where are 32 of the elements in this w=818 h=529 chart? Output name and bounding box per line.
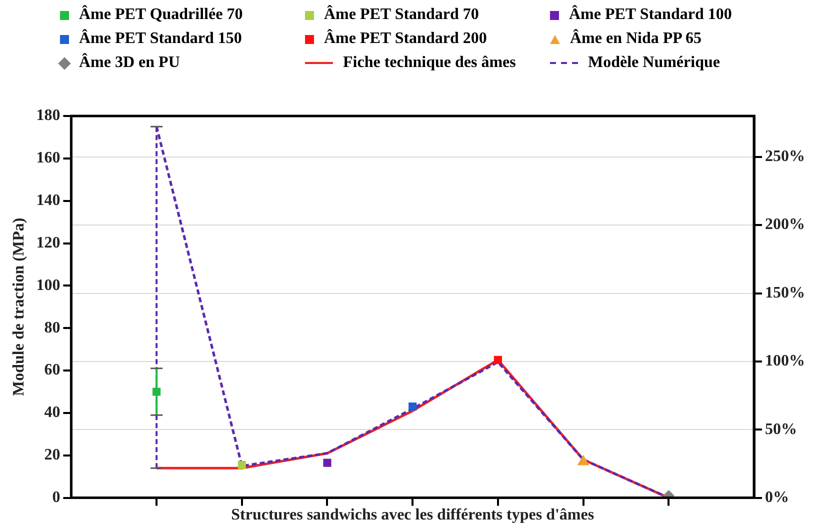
y2-tick-label: 100% xyxy=(765,352,805,370)
y-tick-label: 40 xyxy=(44,404,60,422)
y2-tick-label: 150% xyxy=(765,284,805,302)
y-tick-label: 140 xyxy=(36,192,60,209)
point xyxy=(238,460,246,469)
legend-label: Âme PET Standard 70 xyxy=(324,6,479,24)
legend-label: Âme PET Quadrillée 70 xyxy=(79,6,243,24)
y2-tick-label: 50% xyxy=(765,420,797,438)
point xyxy=(323,458,332,467)
y-tick-label: 80 xyxy=(44,319,60,336)
point xyxy=(494,356,502,364)
y-tick-label: 120 xyxy=(36,234,60,252)
legend-label: Fiche technique des âmes xyxy=(343,54,516,72)
y-tick-label: 60 xyxy=(44,362,60,379)
legend-label: Âme PET Standard 150 xyxy=(79,30,242,48)
y-tick-label: 0 xyxy=(52,488,60,506)
y-tick-label: 180 xyxy=(36,107,60,124)
y-tick-label: 100 xyxy=(36,276,60,294)
legend-label: Âme 3D en PU xyxy=(79,54,180,72)
y-tick-label: 160 xyxy=(36,150,60,167)
y2-tick-label: 0% xyxy=(765,488,789,506)
y2-tick-label: 200% xyxy=(765,216,805,234)
point xyxy=(408,402,417,411)
y2-tick-label: 250% xyxy=(765,148,805,166)
point xyxy=(578,455,589,466)
legend-label: Âme PET Standard 200 xyxy=(324,30,487,48)
legend-label: Âme PET Standard 100 xyxy=(569,6,732,24)
y-axis-title: Module de traction (MPa) xyxy=(10,218,28,396)
x-axis-title: Structures sandwichs avec les différents types d'âmes xyxy=(231,506,594,524)
legend-label: Modèle Numérique xyxy=(588,54,720,72)
legend-label: Âme en Nida PP 65 xyxy=(570,30,702,48)
y-tick-label: 20 xyxy=(44,446,60,464)
